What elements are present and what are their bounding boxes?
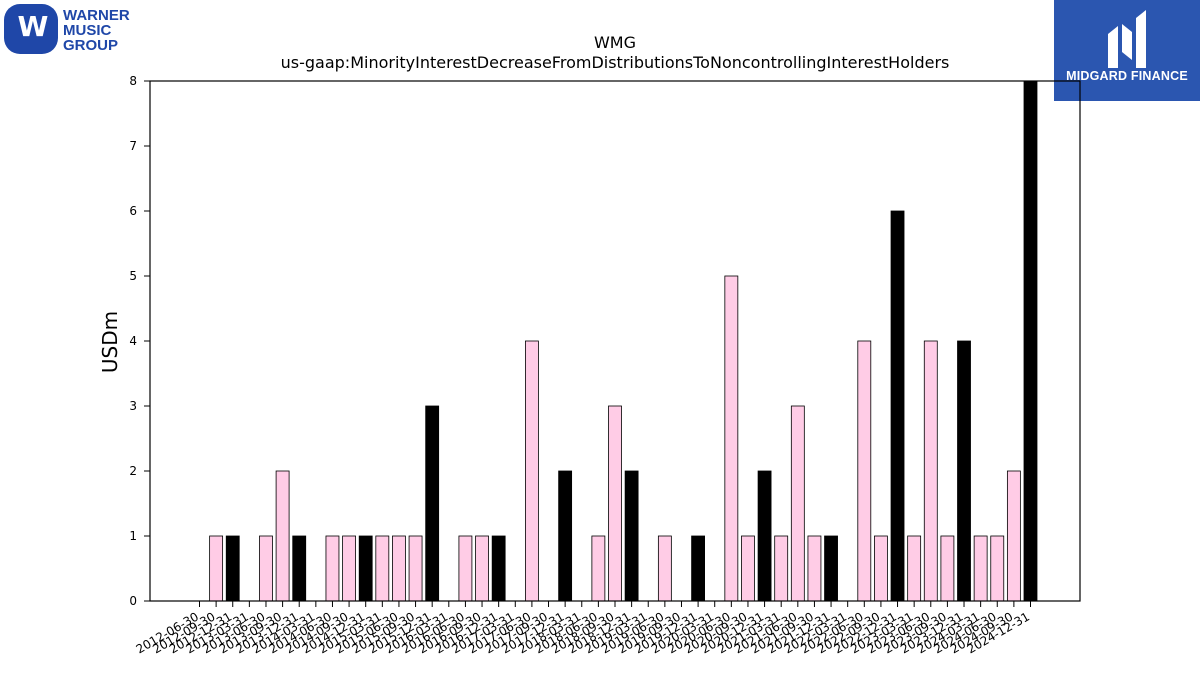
wmg-logo-text: WARNER MUSIC GROUP [63, 8, 130, 53]
wmg-logo-line-3: GROUP [63, 37, 119, 54]
warner-music-group-logo: W WARNER MUSIC GROUP [4, 4, 139, 56]
bar-2016-06-30 [458, 535, 473, 602]
y-tick-label: 2 [129, 464, 137, 478]
y-tick-label: 5 [129, 269, 137, 283]
chart-title: WMG [594, 33, 636, 52]
bar-2019-06-30 [657, 535, 672, 602]
bar-2023-12-31 [957, 340, 971, 602]
y-axis-ticks: 0 1 2 3 4 5 6 7 8 [129, 74, 150, 608]
y-tick-label: 3 [129, 399, 137, 413]
bar-2021-12-31 [824, 535, 838, 602]
bar-2012-12-31 [225, 535, 240, 602]
y-tick-label: 1 [129, 529, 137, 543]
wmg-logo-line-1: WARNER [63, 7, 130, 24]
bar-2022-12-31 [890, 210, 905, 602]
bar-2017-12-31 [558, 470, 573, 602]
wmg-logo-line-2: MUSIC [63, 22, 112, 39]
bar-2021-09-30 [807, 535, 822, 602]
bar-2017-06-30 [525, 340, 539, 602]
bar-2024-09-30 [1006, 470, 1021, 602]
bar-2013-12-31 [292, 535, 307, 602]
y-tick-label: 8 [129, 74, 137, 88]
chart-subtitle: us-gaap:MinorityInterestDecreaseFromDist… [281, 53, 950, 72]
plot-frame [149, 80, 1081, 602]
bar-2022-09-30 [874, 535, 888, 602]
bar-2020-12-31 [757, 470, 772, 602]
bar-2022-06-30 [857, 340, 872, 602]
bar-2018-12-31 [624, 470, 639, 602]
bar-2013-09-30 [275, 470, 290, 602]
bar-2014-12-31 [358, 535, 373, 602]
bar-2013-06-30 [259, 535, 273, 602]
bar-2015-12-31 [425, 405, 440, 602]
y-tick-label: 4 [129, 334, 137, 348]
bar-2020-06-30 [724, 275, 739, 602]
bars-group [209, 80, 1038, 602]
y-tick-label: 0 [129, 594, 137, 608]
y-axis-label: USDm [98, 311, 122, 373]
bar-2015-06-30 [392, 535, 406, 602]
bar-2019-12-31 [691, 535, 705, 602]
y-tick-label: 6 [129, 204, 137, 218]
bar-2018-06-30 [591, 535, 606, 602]
midgard-finance-label: MIDGARD FINANCE [1066, 69, 1188, 83]
x-axis-ticks: 2012-06-302012-09-302012-12-312013-03-31… [134, 601, 1032, 656]
bar-2023-03-31 [907, 535, 922, 602]
bar-2024-03-31 [973, 535, 988, 602]
bar-2023-09-30 [940, 535, 955, 602]
bar-2012-09-30 [209, 535, 224, 602]
bar-2016-09-30 [475, 535, 489, 602]
bar-2024-06-30 [990, 535, 1005, 602]
bar-2023-06-30 [923, 340, 938, 602]
bar-2020-09-30 [741, 535, 755, 602]
bar-2024-12-31 [1023, 80, 1038, 602]
y-tick-label: 7 [129, 139, 137, 153]
bar-2014-09-30 [342, 535, 356, 602]
bar-2021-06-30 [790, 405, 805, 602]
bar-2021-03-31 [774, 535, 789, 602]
bar-2016-12-31 [491, 535, 506, 602]
midgard-emblem-icon [1108, 10, 1146, 68]
bar-2015-09-30 [408, 535, 423, 602]
wmg-badge-icon: W [4, 4, 58, 54]
bar-2015-03-31 [375, 535, 390, 602]
bar-2014-06-30 [325, 535, 340, 602]
midgard-finance-logo: MIDGARD FINANCE [1054, 0, 1200, 101]
bar-2018-09-30 [608, 405, 622, 602]
